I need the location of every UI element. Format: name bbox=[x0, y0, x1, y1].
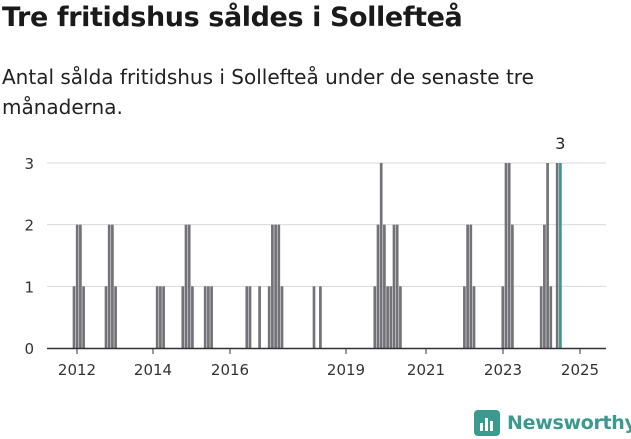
bar bbox=[386, 286, 389, 348]
bar bbox=[203, 286, 207, 348]
bar bbox=[274, 224, 277, 348]
bar bbox=[104, 286, 108, 348]
x-tick-label: 2019 bbox=[327, 361, 365, 379]
bar bbox=[72, 286, 76, 348]
bar bbox=[383, 224, 386, 348]
bar bbox=[399, 286, 402, 348]
bar bbox=[312, 286, 316, 348]
page-title: Tre fritidshus såldes i Sollefteå bbox=[2, 2, 463, 33]
newsworthy-brand[interactable]: Newsworthy bbox=[474, 407, 631, 439]
bar bbox=[549, 286, 553, 348]
bar bbox=[184, 224, 188, 348]
y-tick-label: 0 bbox=[24, 340, 34, 358]
y-tick-label: 3 bbox=[24, 155, 34, 173]
bar bbox=[466, 224, 469, 348]
bar bbox=[155, 286, 159, 348]
bar bbox=[75, 224, 79, 348]
bar-highlight bbox=[559, 163, 562, 348]
bar bbox=[280, 286, 284, 348]
x-tick-label: 2023 bbox=[484, 361, 522, 379]
bar bbox=[392, 224, 396, 348]
bar bbox=[376, 224, 380, 348]
bar bbox=[82, 286, 85, 348]
data-label: 3 bbox=[555, 134, 565, 153]
bar bbox=[107, 224, 111, 348]
bar bbox=[181, 286, 185, 348]
bar bbox=[159, 286, 162, 348]
bar bbox=[277, 224, 281, 348]
bar bbox=[504, 163, 508, 348]
bar bbox=[555, 163, 559, 348]
bar bbox=[501, 286, 505, 348]
x-tick-label: 2021 bbox=[407, 361, 445, 379]
x-tick-label: 2025 bbox=[561, 361, 599, 379]
bar bbox=[472, 286, 476, 348]
bar bbox=[114, 286, 117, 348]
bar bbox=[373, 286, 377, 348]
bar bbox=[248, 286, 252, 348]
bar bbox=[389, 286, 393, 348]
bar bbox=[162, 286, 165, 348]
bar bbox=[207, 286, 210, 348]
bar bbox=[79, 224, 82, 348]
bar bbox=[258, 286, 261, 348]
newsworthy-logo-icon bbox=[474, 410, 500, 436]
y-tick-label: 1 bbox=[24, 278, 34, 296]
bar bbox=[543, 224, 546, 348]
bar-chart: 0 1 2 3 2012 2014 2016 2019 2021 2023 2025 3 bbox=[24, 134, 606, 379]
bar bbox=[507, 163, 511, 348]
bar bbox=[319, 286, 322, 348]
brand-name: Newsworthy bbox=[507, 412, 631, 434]
bar bbox=[469, 224, 473, 348]
bar bbox=[395, 224, 399, 348]
x-tick-label: 2012 bbox=[58, 361, 96, 379]
bar bbox=[111, 224, 114, 348]
x-tick-label: 2014 bbox=[134, 361, 172, 379]
y-tick-label: 2 bbox=[24, 217, 34, 235]
bar bbox=[245, 286, 249, 348]
bar bbox=[379, 163, 383, 348]
bar bbox=[463, 286, 466, 348]
bar bbox=[539, 286, 543, 348]
bar bbox=[511, 224, 514, 348]
x-tick-label: 2016 bbox=[211, 361, 249, 379]
bar bbox=[187, 224, 191, 348]
bar bbox=[191, 286, 194, 348]
bar bbox=[271, 224, 274, 348]
bar bbox=[267, 286, 271, 348]
bar bbox=[546, 163, 549, 348]
page-subtitle: Antal sålda fritidshus i Sollefteå under… bbox=[2, 65, 534, 119]
bar bbox=[210, 286, 213, 348]
